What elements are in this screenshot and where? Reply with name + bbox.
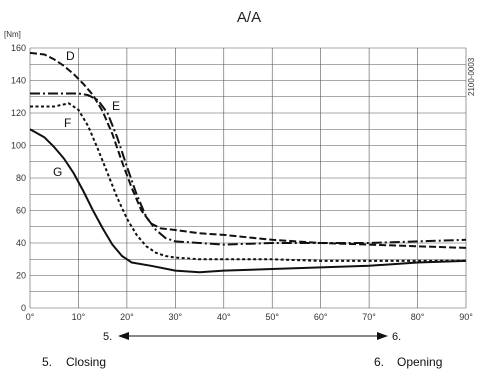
direction-start-label: 5. <box>103 331 112 343</box>
x-tick-label: 80° <box>411 312 425 322</box>
direction-arrowhead-right <box>377 332 388 340</box>
x-tick-label: 30° <box>169 312 183 322</box>
legend-opening-number: 6. <box>374 355 384 369</box>
y-tick-label: 20 <box>16 271 26 281</box>
series-line-d <box>29 51 467 249</box>
x-tick-label: 0° <box>26 312 35 322</box>
y-tick-label: 80 <box>16 173 26 183</box>
x-tick-label: 10° <box>72 312 86 322</box>
y-axis-ticks: 0 20 40 60 80 100 120 140 160 <box>11 43 26 313</box>
series-line-f <box>30 102 466 262</box>
curve-label-d: D <box>66 49 75 63</box>
curve-label-e: E <box>112 99 120 113</box>
y-tick-label: 60 <box>16 206 26 216</box>
x-axis-ticks: 0° 10° 20° 30° 40° 50° 60° 70° 80° 90° <box>26 312 474 322</box>
y-tick-label: 0 <box>21 303 26 313</box>
curve-label-f: F <box>64 116 71 130</box>
x-tick-label: 90° <box>459 312 473 322</box>
legend-closing-number: 5. <box>42 355 52 369</box>
series-line-e <box>30 92 467 246</box>
direction-end-label: 6. <box>392 331 401 343</box>
curve-label-g: G <box>53 165 62 179</box>
legend-closing-text: Closing <box>66 355 106 369</box>
chart-title: A/A <box>237 9 261 26</box>
y-tick-label: 40 <box>16 238 26 248</box>
x-tick-label: 70° <box>362 312 376 322</box>
x-tick-label: 20° <box>120 312 134 322</box>
direction-arrow <box>118 332 388 340</box>
y-tick-label: 100 <box>11 141 26 151</box>
x-tick-label: 40° <box>217 312 231 322</box>
legend-opening-text: Opening <box>397 355 442 369</box>
x-tick-label: 50° <box>265 312 279 322</box>
series-lines <box>29 51 467 274</box>
y-tick-label: 120 <box>11 108 26 118</box>
y-axis-unit-label: [Nm] <box>4 30 21 39</box>
direction-arrowhead-left <box>118 332 129 340</box>
x-tick-label: 60° <box>314 312 328 322</box>
series-line-g <box>29 128 467 274</box>
y-tick-label: 160 <box>11 43 26 53</box>
y-tick-label: 140 <box>11 76 26 86</box>
figure-code: 2100-0003 <box>467 57 476 96</box>
